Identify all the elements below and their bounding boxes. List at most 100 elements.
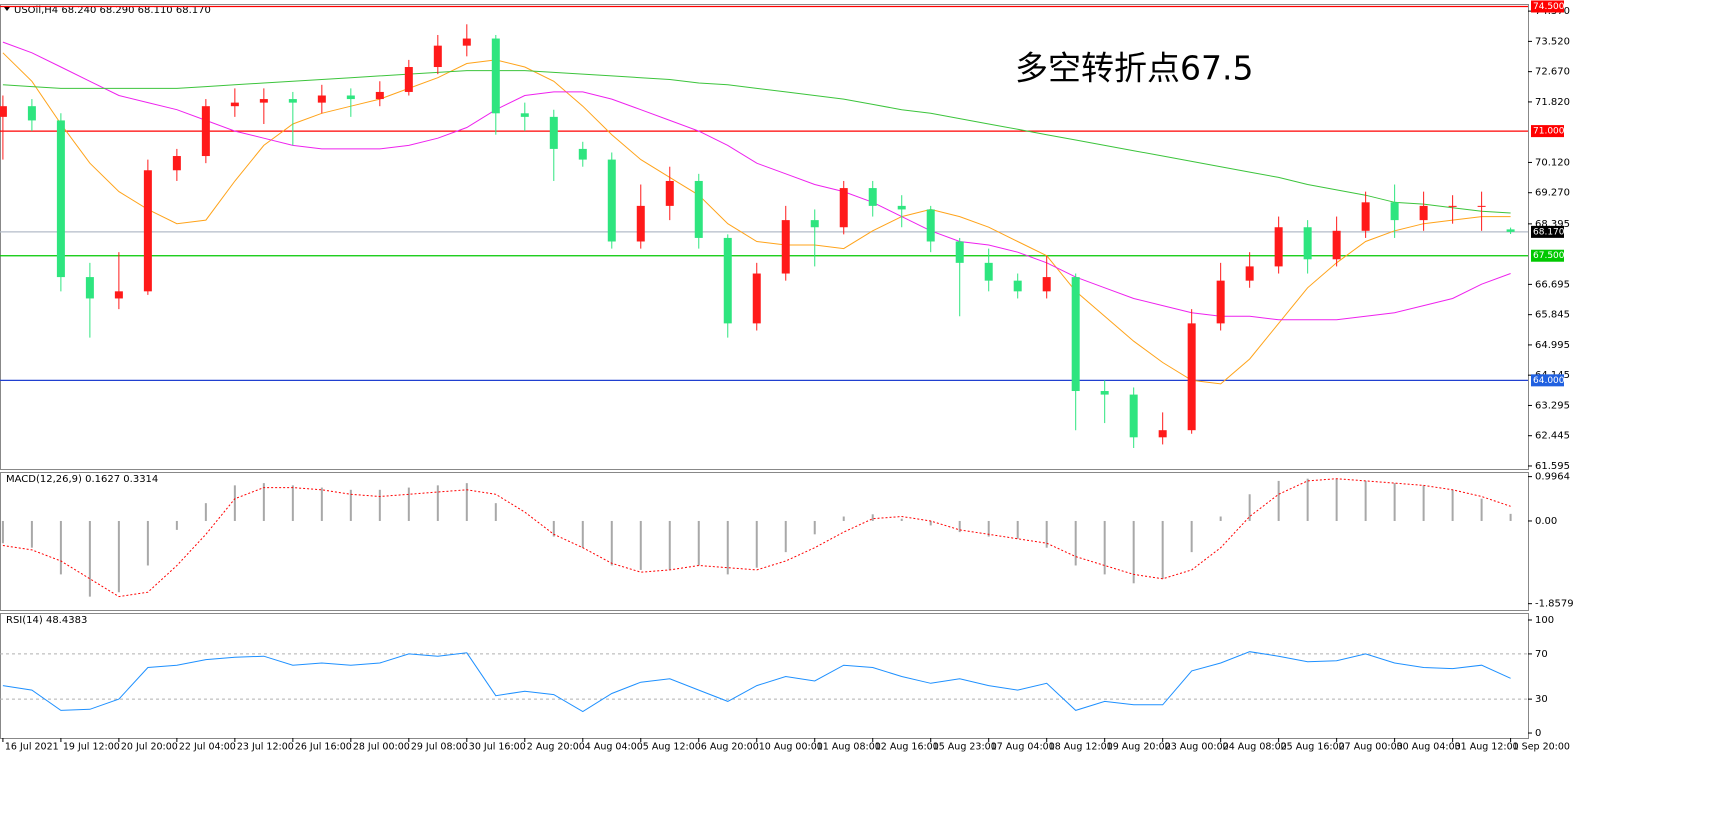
candle-body — [404, 67, 413, 92]
candle-body — [288, 99, 297, 103]
y-tick-label: 100 — [1535, 615, 1554, 626]
y-tick-label: -1.8579 — [1535, 599, 1574, 610]
level-label: 64.000 — [1533, 376, 1565, 386]
y-tick-label: 0.00 — [1535, 516, 1557, 527]
x-tick-label: 1 Sep 20:00 — [1513, 742, 1570, 753]
x-tick-label: 19 Jul 12:00 — [63, 742, 120, 753]
rsi-panel-frame — [0, 613, 1529, 739]
macd-title: MACD(12,26,9) 0.1627 0.3314 — [6, 474, 158, 485]
y-tick-label: 72.670 — [1535, 67, 1570, 78]
x-tick-label: 23 Aug 00:00 — [1165, 742, 1229, 753]
level-label: 67.500 — [1533, 251, 1565, 261]
rsi-line — [2, 651, 1511, 713]
x-tick-label: 26 Jul 16:00 — [295, 742, 352, 753]
x-tick-label: 11 Aug 08:00 — [817, 742, 881, 753]
candle-body — [375, 91, 384, 100]
x-tick-label: 22 Jul 04:00 — [179, 742, 236, 753]
x-tick-label: 25 Aug 16:00 — [1281, 742, 1345, 753]
x-tick-label: 31 Aug 12:00 — [1455, 742, 1519, 753]
annotation: 多空转折点67.5 — [1015, 49, 1253, 88]
y-tick-label: 30 — [1535, 694, 1548, 705]
candle-body — [1390, 202, 1399, 221]
candle-body — [636, 205, 645, 242]
x-tick-label: 12 Aug 16:00 — [875, 742, 939, 753]
y-tick-label: 62.445 — [1535, 431, 1570, 442]
candle-body — [1274, 227, 1283, 267]
y-tick-label: 71.820 — [1535, 97, 1570, 108]
menu-triangle[interactable] — [4, 7, 10, 11]
candle-body — [1361, 202, 1370, 231]
macd-panel-frame — [0, 472, 1529, 611]
y-tick-label: 65.845 — [1535, 310, 1570, 321]
level-label-bg — [1531, 0, 1564, 13]
level-label: 71.000 — [1533, 127, 1565, 137]
level-label-bg — [1531, 374, 1564, 387]
moving-average — [2, 70, 1511, 214]
candle-body — [1071, 277, 1080, 392]
x-tick-label: 19 Aug 20:00 — [1107, 742, 1171, 753]
main-panel-frame — [0, 4, 1529, 470]
y-tick-label: 70.120 — [1535, 157, 1570, 168]
candle-body — [259, 99, 268, 103]
x-tick-label: 5 Aug 12:00 — [643, 742, 701, 753]
candle-body — [491, 38, 500, 114]
candle-body — [56, 120, 65, 278]
y-tick-label: 68.395 — [1535, 219, 1570, 230]
candle-body — [607, 159, 616, 242]
y-tick-label: 73.520 — [1535, 36, 1570, 47]
candle-body — [578, 148, 587, 160]
candle-body — [1332, 230, 1341, 260]
x-tick-label: 10 Aug 00:00 — [759, 742, 823, 753]
candle-body — [1245, 266, 1254, 281]
candle-body — [752, 273, 761, 324]
candle-body — [1187, 323, 1196, 431]
candle-body — [723, 237, 732, 324]
candle-body — [665, 180, 674, 206]
rsi-title: RSI(14) 48.4383 — [6, 615, 87, 626]
candle-body — [172, 156, 181, 171]
y-tick-label: 64.995 — [1535, 340, 1570, 351]
candle-body — [868, 188, 877, 206]
candle-body — [1158, 430, 1167, 438]
candle-body — [346, 95, 355, 100]
candle-body — [143, 170, 152, 292]
moving-average — [2, 52, 1511, 385]
x-tick-label: 2 Aug 20:00 — [527, 742, 585, 753]
x-tick-label: 30 Jul 16:00 — [469, 742, 526, 753]
candle-body — [1100, 391, 1109, 395]
candle-body — [549, 116, 558, 149]
x-tick-label: 23 Jul 12:00 — [237, 742, 294, 753]
candle-body — [27, 106, 36, 121]
candle-body — [0, 106, 7, 117]
y-tick-label: 66.695 — [1535, 279, 1570, 290]
x-tick-label: 27 Aug 00:00 — [1339, 742, 1403, 753]
candle-body — [1013, 280, 1022, 292]
candle-body — [520, 113, 529, 117]
x-tick-label: 20 Jul 20:00 — [121, 742, 178, 753]
level-label: 68.170 — [1533, 227, 1565, 237]
level-label-bg — [1531, 125, 1564, 138]
candle-body — [694, 180, 703, 238]
y-tick-label: 0 — [1535, 728, 1541, 739]
candle-body — [230, 102, 239, 107]
candle-body — [955, 241, 964, 263]
candle-body — [1303, 227, 1312, 260]
y-tick-label: 63.295 — [1535, 400, 1570, 411]
x-tick-label: 15 Aug 23:00 — [933, 742, 997, 753]
candle-body — [1477, 205, 1486, 207]
x-tick-label: 17 Aug 04:00 — [991, 742, 1055, 753]
x-tick-label: 24 Aug 08:00 — [1223, 742, 1287, 753]
candle-body — [114, 291, 123, 299]
candle-body — [1129, 394, 1138, 438]
candle-body — [1448, 205, 1457, 207]
candle-body — [839, 188, 848, 228]
level-label-bg — [1531, 225, 1564, 238]
candle-body — [433, 45, 442, 68]
candle-body — [317, 95, 326, 103]
x-tick-label: 28 Jul 00:00 — [353, 742, 410, 753]
symbol-header: USOil,H4 68.240 68.290 68.110 68.170 — [14, 5, 211, 16]
candle-body — [897, 205, 906, 210]
candle-body — [1216, 280, 1225, 324]
